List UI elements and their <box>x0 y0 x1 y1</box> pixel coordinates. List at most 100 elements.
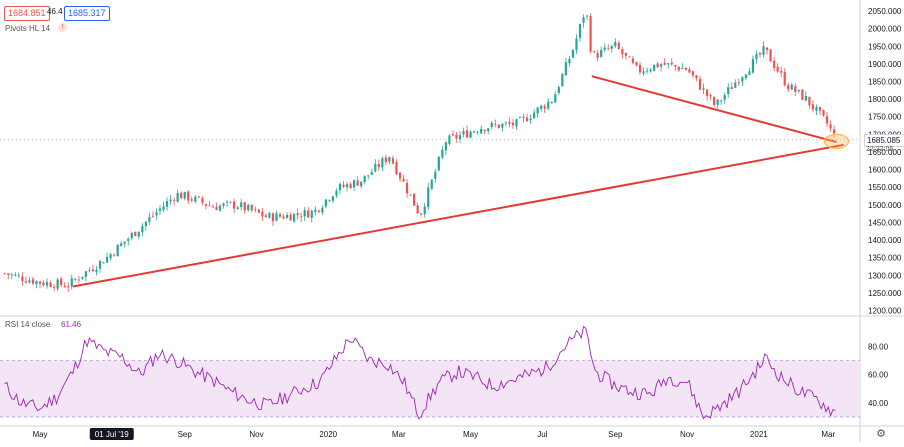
candle-body <box>113 254 116 256</box>
candle-body <box>303 209 306 217</box>
candle-body <box>3 273 6 275</box>
time-tick-label: 01 Jul '19 <box>95 430 130 439</box>
candle-body <box>451 134 455 136</box>
gear-icon: ⚙ <box>876 428 886 440</box>
candle-body <box>501 123 504 128</box>
time-tick-label: Nov <box>680 430 694 439</box>
candle-body <box>60 278 63 286</box>
rsi-band <box>0 360 860 417</box>
candle-body <box>677 66 680 71</box>
price-tick-label: 1600.000 <box>868 166 902 175</box>
candle-body <box>494 123 497 125</box>
candle-body <box>674 65 677 67</box>
candle-body <box>547 101 550 109</box>
candle-body <box>310 210 313 218</box>
candle-body <box>24 281 27 283</box>
candle-body <box>77 279 80 281</box>
candle-body <box>540 105 543 109</box>
candle-body <box>427 187 430 208</box>
candle-body <box>208 205 211 207</box>
price-tick-label: 1800.000 <box>868 95 902 104</box>
candle-body <box>162 206 165 210</box>
candle-body <box>391 158 395 164</box>
candle-body <box>35 280 38 285</box>
indicator-alert-icon[interactable]: ! <box>58 23 67 32</box>
candle-body <box>95 269 98 272</box>
candle-body <box>533 112 536 119</box>
price-tick-label: 1750.000 <box>868 113 902 122</box>
candle-body <box>405 182 409 194</box>
candle-body <box>74 279 77 280</box>
highlight-ellipse[interactable] <box>823 133 850 149</box>
settings-button[interactable]: ⚙ <box>874 428 888 441</box>
candle-body <box>257 209 260 213</box>
candle-body <box>123 241 126 244</box>
candle-body <box>222 203 225 206</box>
candle-body <box>765 47 769 51</box>
candle-body <box>173 199 176 201</box>
candle-body <box>109 254 112 259</box>
candle-body <box>536 107 539 114</box>
candle-body <box>653 64 656 71</box>
candle-body <box>70 278 73 287</box>
candle-body <box>797 89 800 92</box>
candle-body <box>56 279 59 289</box>
candle-body <box>596 52 599 58</box>
price-tick-label: 1500.000 <box>868 201 902 210</box>
candle-body <box>589 16 592 52</box>
candle-body <box>243 202 246 211</box>
candle-body <box>296 213 299 216</box>
candle-body <box>490 122 493 128</box>
candle-body <box>444 142 447 151</box>
candle-body <box>748 71 751 75</box>
price-tick-label: 1650.000 <box>868 148 902 157</box>
resistance-trendline[interactable] <box>591 75 837 144</box>
candle-body <box>744 74 747 78</box>
candle-body <box>120 243 123 247</box>
time-tick-label: Sep <box>178 430 193 439</box>
rsi-label: RSI 14 close <box>5 320 51 329</box>
candle-body <box>363 175 366 183</box>
candle-body <box>508 122 511 124</box>
candle-body <box>370 172 373 175</box>
candle-body <box>645 70 649 72</box>
candle-body <box>324 199 327 207</box>
candle-body <box>755 54 758 60</box>
candle-body <box>465 130 469 138</box>
rsi-line <box>4 325 836 420</box>
candle-body <box>402 178 405 182</box>
candle-body <box>278 214 282 217</box>
candle-body <box>684 67 687 70</box>
candle-body <box>356 180 359 186</box>
candle-body <box>554 94 557 103</box>
current-price-badge: 1685.085 <box>864 134 904 147</box>
candle-body <box>720 100 723 102</box>
price-tick-label: 1350.000 <box>868 254 902 263</box>
ask-price-box[interactable]: 1685.317 <box>64 6 110 21</box>
candle-body <box>342 184 345 187</box>
candle-body <box>285 214 289 219</box>
candle-body <box>663 62 666 65</box>
price-tick-label: 1900.000 <box>868 60 902 69</box>
candle-body <box>211 206 215 208</box>
candle-body <box>801 89 804 100</box>
candle-body <box>638 64 642 73</box>
candle-body <box>649 69 652 72</box>
candle-body <box>833 129 836 134</box>
candle-body <box>360 181 363 187</box>
candle-body <box>518 117 522 119</box>
candle-body <box>7 273 10 275</box>
candle-body <box>811 104 815 110</box>
candle-body <box>437 156 440 171</box>
spread-value: 46.4 <box>47 7 63 16</box>
candle-body <box>225 201 229 203</box>
bid-price-box[interactable]: 1684.851 <box>4 6 50 21</box>
candle-body <box>367 175 370 177</box>
candle-body <box>345 184 349 188</box>
candle-body <box>681 68 684 70</box>
rsi-tick-label: 60.00 <box>868 371 889 380</box>
candle-body <box>275 213 278 221</box>
support-trendline[interactable] <box>72 143 844 288</box>
